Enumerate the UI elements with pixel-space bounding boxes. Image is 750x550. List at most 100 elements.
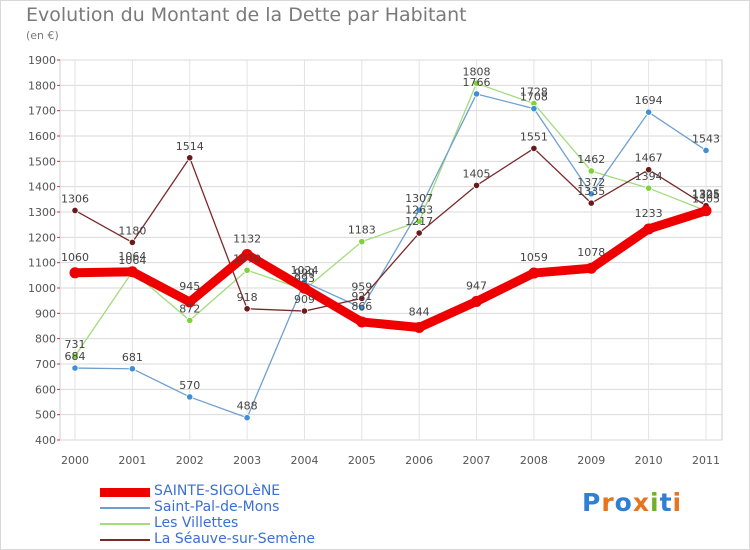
y-tick-label: 500 (35, 409, 56, 422)
unit-label: (en €) (26, 29, 59, 42)
data-label: 1305 (692, 189, 720, 202)
data-point (472, 90, 481, 98)
data-label: 1394 (635, 170, 663, 183)
x-axis: 2000 2001 2002 2003 2004 2005 2006 2007 2008 2009… (61, 454, 720, 467)
data-label: 1325 (692, 188, 720, 201)
data-point (358, 304, 366, 312)
logo-letter: t (659, 488, 673, 517)
data-label: 1233 (635, 207, 663, 220)
legend-swatch (100, 539, 150, 541)
data-label: 1462 (577, 153, 605, 166)
data-point (585, 262, 597, 274)
data-label: 1306 (61, 192, 89, 205)
data-point (413, 322, 425, 334)
data-point (243, 266, 251, 274)
data-label: 1183 (348, 224, 376, 237)
data-point (71, 364, 79, 372)
data-point (471, 295, 483, 307)
chart-title: Evolution du Montant de la Dette par Hab… (26, 4, 467, 26)
y-tick-label: 1900 (28, 54, 56, 67)
data-label: 1728 (520, 86, 548, 99)
data-point (243, 414, 251, 422)
logo-letter: P (582, 488, 602, 517)
data-point (356, 316, 368, 328)
data-label: 945 (179, 280, 200, 293)
data-label: 1708 (520, 91, 548, 104)
series-line (74, 82, 707, 357)
logo-letter: r (601, 488, 615, 517)
data-label: 684 (65, 350, 86, 363)
y-tick-label: 1200 (28, 231, 56, 244)
data-point (186, 316, 194, 325)
data-label: 1070 (233, 252, 261, 265)
y-axis: 400 500 600 700 800 900 1000 1100 1200 1300 1400 15… (28, 54, 60, 447)
data-point (645, 184, 653, 192)
logo-letter: i (650, 488, 660, 517)
data-label: 1064 (118, 250, 146, 263)
data-label: 872 (179, 302, 200, 315)
data-point (415, 217, 423, 225)
x-tick-label: 2011 (692, 454, 720, 467)
data-label: 1694 (635, 94, 663, 107)
data-point (528, 267, 540, 279)
data-label: 1060 (61, 251, 89, 264)
data-label: 1305 (692, 193, 720, 206)
x-tick-label: 2000 (61, 454, 89, 467)
data-label: 1263 (405, 203, 433, 216)
y-tick-label: 1100 (28, 257, 56, 270)
data-point (300, 307, 309, 315)
data-label: 1514 (176, 140, 204, 153)
data-point (472, 181, 481, 189)
data-label: 909 (294, 293, 315, 306)
y-tick-label: 1800 (28, 79, 56, 92)
data-label: 1078 (577, 246, 605, 259)
data-point (128, 365, 136, 373)
data-label: 1808 (463, 65, 491, 78)
x-tick-label: 2004 (290, 454, 318, 467)
data-label: 1059 (520, 251, 548, 264)
data-label: 918 (237, 291, 258, 304)
data-point (702, 146, 710, 155)
data-point (415, 206, 423, 214)
y-tick-label: 700 (35, 358, 56, 371)
y-tick-label: 1500 (28, 155, 56, 168)
data-point (71, 352, 79, 360)
logo-letter: i (672, 488, 683, 517)
data-label: 731 (65, 338, 86, 351)
x-tick-label: 2007 (463, 454, 491, 467)
data-point (69, 267, 81, 279)
data-label: 1543 (692, 132, 720, 145)
legend-swatch (100, 523, 150, 525)
data-point (71, 206, 79, 215)
legend-label: SAINTE-SIGOLèNE (154, 483, 281, 499)
y-tick-label: 900 (35, 307, 56, 320)
x-tick-label: 2009 (577, 454, 605, 467)
x-tick-label: 2005 (348, 454, 376, 467)
data-labels: 731 1064 872 1070 993 1183 1263 1808 1728 1462 139… (61, 65, 720, 412)
logo-letter: x (632, 488, 650, 517)
data-label: 570 (179, 379, 200, 392)
data-point (186, 393, 194, 401)
data-point (186, 154, 194, 162)
data-label: 1064 (118, 254, 146, 267)
x-tick-label: 2002 (176, 454, 204, 467)
series-line (70, 206, 711, 333)
data-label: 1180 (118, 224, 146, 237)
data-point (530, 105, 538, 113)
x-tick-label: 2010 (635, 454, 663, 467)
x-tick-label: 2001 (118, 454, 146, 467)
data-point (587, 199, 595, 207)
data-label: 1766 (463, 76, 491, 89)
data-label: 1024 (290, 264, 318, 277)
data-point (358, 294, 366, 302)
data-point (298, 282, 310, 294)
x-tick-label: 2003 (233, 454, 261, 467)
legend-swatch (100, 487, 150, 497)
data-point (700, 205, 712, 217)
y-tick-label: 1300 (28, 206, 56, 219)
data-point (128, 238, 136, 246)
data-point (472, 79, 481, 87)
legend-label: Saint-Pal-de-Mons (154, 499, 280, 515)
data-point (241, 249, 253, 261)
